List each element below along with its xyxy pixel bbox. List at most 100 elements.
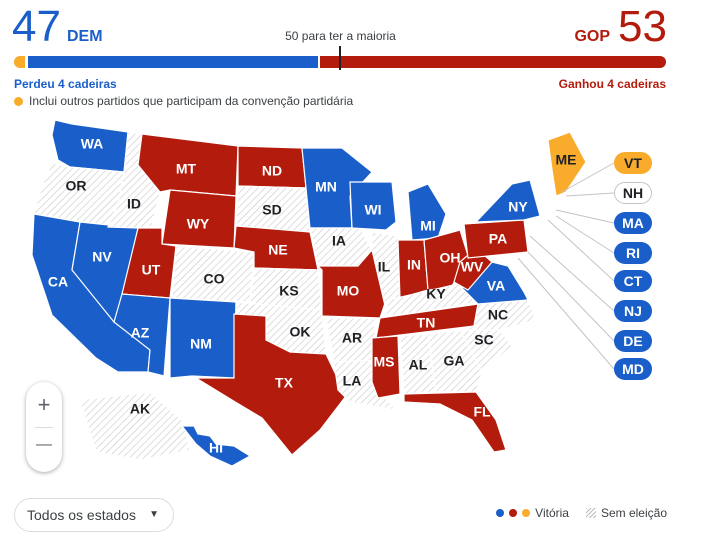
state-label-ia: IA <box>332 233 346 249</box>
state-pill-ct[interactable]: CT <box>614 270 652 292</box>
state-label-il: IL <box>378 259 391 275</box>
state-label-in: IN <box>407 257 421 273</box>
state-pill-ri[interactable]: RI <box>614 242 652 264</box>
state-label-ga: GA <box>444 353 465 369</box>
state-filter-dropdown[interactable]: Todos os estados ▼ <box>14 498 174 532</box>
map-legend: Vitória Sem eleição <box>496 506 667 520</box>
state-label-la: LA <box>343 373 362 389</box>
state-label-nc: NC <box>488 307 508 323</box>
state-pill-nh[interactable]: NH <box>614 182 652 204</box>
state-pill-ma[interactable]: MA <box>614 212 652 234</box>
majority-marker <box>339 46 341 70</box>
state-label-pa: PA <box>489 231 507 247</box>
state-label-hi: HI <box>209 440 223 456</box>
state-label-tx: TX <box>275 375 294 391</box>
gop-dot-icon <box>509 509 518 517</box>
state-fl[interactable] <box>403 391 507 453</box>
state-label-oh: OH <box>440 250 461 266</box>
state-label-wv: WV <box>461 259 484 275</box>
state-label-sc: SC <box>474 332 493 348</box>
chevron-down-icon: ▼ <box>149 509 159 520</box>
state-label-al: AL <box>409 357 428 373</box>
state-ga[interactable] <box>427 329 483 393</box>
state-label-az: AZ <box>131 325 150 341</box>
legend-no-election: Sem eleição <box>600 506 667 520</box>
other-parties-note: Inclui outros partidos que participam da… <box>14 94 353 108</box>
gop-label: GOP <box>574 28 610 45</box>
state-label-id: ID <box>127 196 141 212</box>
state-label-ut: UT <box>142 262 161 278</box>
leader-line-md <box>517 257 615 370</box>
state-label-wa: WA <box>81 136 104 152</box>
state-label-me: ME <box>556 152 577 168</box>
seat-bar-other-segment <box>14 56 26 68</box>
state-nm[interactable] <box>169 297 237 379</box>
leader-line-ma <box>555 209 615 224</box>
gop-change-label: Ganhou 4 cadeiras <box>558 77 666 91</box>
state-label-ne: NE <box>268 242 287 258</box>
other-parties-note-text: Inclui outros partidos que participam da… <box>29 94 354 108</box>
leader-line-ri <box>555 215 615 254</box>
state-ak[interactable] <box>79 391 191 461</box>
dem-seat-count: 47 <box>12 2 61 51</box>
state-label-ar: AR <box>342 330 362 346</box>
legend-victory: Vitória <box>535 506 569 520</box>
state-label-mn: MN <box>315 179 337 195</box>
state-tx[interactable] <box>193 313 347 456</box>
state-pill-md[interactable]: MD <box>614 358 652 380</box>
state-label-wi: WI <box>364 202 381 218</box>
state-label-mt: MT <box>176 161 197 177</box>
leader-line-vt <box>561 162 615 193</box>
state-ny[interactable] <box>474 179 541 223</box>
other-party-dot-icon <box>14 96 23 106</box>
state-wi[interactable] <box>349 181 397 231</box>
leader-line-ct <box>547 219 615 282</box>
leader-line-nh <box>565 192 615 197</box>
dem-label: DEM <box>67 28 103 45</box>
state-me[interactable] <box>547 131 587 197</box>
state-va[interactable] <box>461 261 529 305</box>
seat-bar-gop-segment <box>320 56 666 68</box>
state-label-wy: WY <box>187 216 210 232</box>
leader-line-de <box>527 251 615 342</box>
state-hi[interactable] <box>180 425 252 467</box>
hatch-swatch-icon <box>585 508 596 518</box>
state-label-mo: MO <box>337 283 360 299</box>
state-label-ny: NY <box>508 199 528 215</box>
state-mi[interactable] <box>407 183 447 241</box>
zoom-control: + — <box>26 382 62 472</box>
zoom-in-button[interactable]: + <box>37 392 51 417</box>
state-label-ks: KS <box>279 283 298 299</box>
zoom-out-button[interactable]: — <box>36 436 52 453</box>
dem-dot-icon <box>496 509 505 517</box>
other-dot-icon <box>522 509 531 517</box>
state-label-mi: MI <box>420 218 436 234</box>
state-label-nv: NV <box>92 249 112 265</box>
zoom-divider <box>35 427 53 428</box>
state-filter-value: Todos os estados <box>27 507 136 523</box>
state-label-ak: AK <box>130 401 150 417</box>
state-pill-de[interactable]: DE <box>614 330 652 352</box>
state-label-ok: OK <box>290 324 311 340</box>
state-label-co: CO <box>204 271 225 287</box>
seat-bar-dem-segment <box>28 56 319 68</box>
state-pill-vt[interactable]: VT <box>614 152 652 174</box>
majority-label: 50 para ter a maioria <box>285 29 396 43</box>
state-label-fl: FL <box>473 404 491 420</box>
state-pill-nj[interactable]: NJ <box>614 300 652 322</box>
state-label-va: VA <box>487 278 505 294</box>
state-label-or: OR <box>66 178 87 194</box>
state-label-sd: SD <box>262 202 281 218</box>
state-label-tn: TN <box>417 315 436 331</box>
state-label-nm: NM <box>190 336 212 352</box>
dem-change-label: Perdeu 4 cadeiras <box>14 77 117 91</box>
state-label-ca: CA <box>48 274 68 290</box>
state-label-ms: MS <box>374 354 395 370</box>
leader-line-nj <box>529 235 615 312</box>
state-ms[interactable] <box>371 335 401 399</box>
state-label-nd: ND <box>262 163 282 179</box>
state-mo[interactable] <box>316 248 387 319</box>
seat-balance-bar <box>14 56 666 68</box>
gop-seat-count: 53 <box>618 2 667 51</box>
